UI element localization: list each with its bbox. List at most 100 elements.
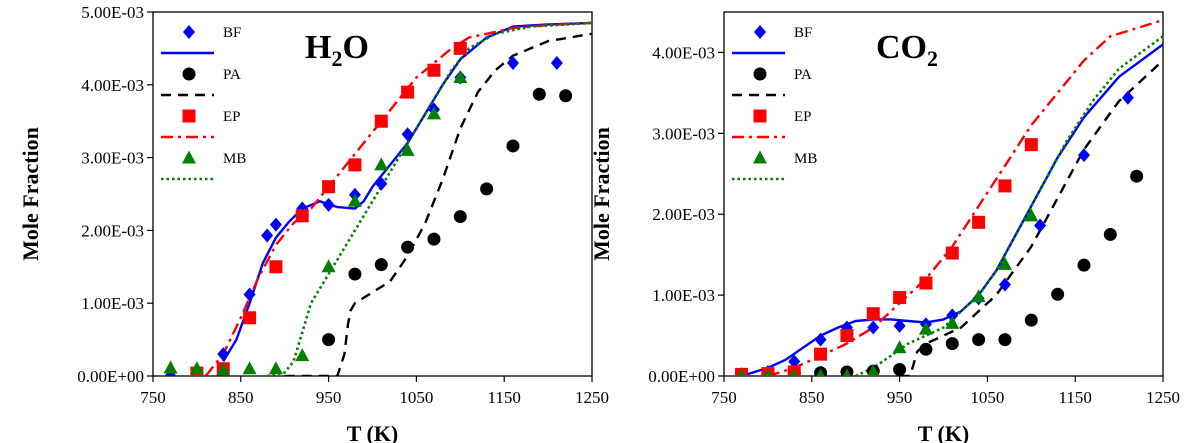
- data-point-pa: [453, 210, 467, 224]
- h2o-x-axis-label: T (K): [347, 421, 399, 443]
- x-tick-label: 1150: [488, 388, 521, 407]
- y-tick-label: 5.00E-03: [81, 3, 144, 22]
- legend-label-bf: BF: [794, 25, 812, 41]
- h2o-series-group: [163, 21, 592, 376]
- y-tick-label: 0.00E+00: [77, 367, 144, 386]
- x-tick-label: 1250: [1146, 388, 1180, 407]
- y-tick-label: 3.00E-03: [81, 149, 144, 168]
- data-point-pa: [972, 333, 986, 347]
- data-point-pa: [998, 333, 1012, 347]
- data-point-pa: [1051, 287, 1065, 301]
- data-point-bf: [1034, 218, 1047, 233]
- data-point-mb: [1024, 208, 1039, 222]
- x-tick-label: 950: [887, 388, 913, 407]
- data-point-ep: [295, 209, 309, 223]
- series-line-ep: [767, 18, 1163, 376]
- data-point-ep: [972, 215, 986, 229]
- data-point-ep: [427, 63, 441, 77]
- series-line-mb: [266, 21, 592, 376]
- series-line-pa: [284, 32, 592, 376]
- legend-label-mb: MB: [223, 151, 246, 167]
- co2-species-label: CO2: [876, 29, 938, 71]
- data-point-bf: [322, 197, 335, 212]
- legend-label-pa: PA: [223, 67, 241, 83]
- data-point-bf: [893, 318, 906, 333]
- data-point-mb: [347, 193, 362, 207]
- data-point-ep: [322, 180, 336, 194]
- data-point-mb: [268, 361, 283, 375]
- data-point-bf: [867, 320, 880, 335]
- h2o-plot-frame: [152, 11, 593, 377]
- data-point-pa: [401, 240, 415, 254]
- data-point-mb: [842, 368, 851, 376]
- data-point-mb: [426, 106, 441, 120]
- data-point-mb: [790, 368, 799, 376]
- data-point-mb: [763, 368, 772, 376]
- x-tick-label: 750: [140, 388, 166, 407]
- legend-label-ep: EP: [794, 109, 812, 125]
- x-tick-label: 1150: [1059, 388, 1092, 407]
- x-tick-label: 950: [316, 388, 342, 407]
- data-point-bf: [401, 127, 414, 142]
- legend-label-bf: BF: [223, 25, 241, 41]
- y-tick-label: 1.00E-03: [81, 294, 144, 313]
- co2-y-axis-label: Mole Fraction: [589, 127, 614, 261]
- data-point-pa: [893, 363, 907, 376]
- data-point-mb: [216, 362, 231, 376]
- data-point-mb: [242, 361, 257, 375]
- y-tick-label: 1.00E-03: [652, 286, 715, 305]
- data-point-mb: [321, 259, 336, 273]
- data-point-bf: [1077, 148, 1090, 163]
- data-point-pa: [1024, 313, 1038, 327]
- legend-marker-bf: [183, 25, 195, 39]
- data-point-bf: [550, 55, 563, 70]
- data-point-mb: [453, 70, 468, 84]
- data-point-bf: [814, 332, 827, 347]
- x-tick-label: 850: [799, 388, 825, 407]
- data-point-bf: [269, 217, 282, 232]
- legend-marker-pa: [182, 67, 196, 81]
- data-point-mb: [816, 368, 825, 376]
- data-point-bf: [261, 228, 274, 243]
- data-point-ep: [269, 260, 283, 274]
- x-tick-label: 1250: [575, 388, 609, 407]
- h2o-species-label: H2O: [305, 29, 369, 71]
- data-point-bf: [375, 176, 388, 191]
- h2o-y-axis-label: Mole Fraction: [18, 127, 43, 261]
- data-point-bf: [1121, 90, 1134, 105]
- data-point-mb: [867, 364, 880, 376]
- data-point-bf: [998, 277, 1011, 292]
- data-point-ep: [919, 276, 933, 290]
- data-point-pa: [480, 182, 494, 196]
- data-point-ep: [998, 179, 1012, 193]
- y-tick-label: 4.00E-03: [652, 43, 715, 62]
- data-point-pa: [348, 267, 362, 281]
- series-line-ep: [204, 21, 592, 376]
- data-point-bf: [217, 347, 230, 362]
- legend-label-ep: EP: [223, 109, 241, 125]
- co2-chart-panel: 750 850 950 1050 1150 1250 0.00E+00 1.00E-03 2.0…: [589, 11, 1180, 443]
- y-tick-label: 2.00E-03: [652, 205, 715, 224]
- data-point-ep: [1024, 138, 1038, 152]
- x-tick-label: 1050: [970, 388, 1004, 407]
- data-point-mb: [374, 157, 389, 171]
- data-point-ep: [453, 41, 467, 55]
- data-point-pa: [427, 232, 441, 246]
- data-point-mb: [737, 368, 746, 376]
- data-point-mb: [189, 361, 204, 375]
- legend-marker-bf: [754, 25, 766, 39]
- data-point-pa: [532, 87, 546, 101]
- data-point-ep: [814, 347, 828, 361]
- y-tick-label: 0.00E+00: [648, 367, 715, 386]
- h2o-legend: BF PA EP MB: [161, 25, 246, 181]
- data-point-mb: [400, 142, 415, 156]
- legend-marker-ep: [182, 109, 196, 123]
- x-tick-label: 750: [711, 388, 737, 407]
- data-point-mb: [997, 256, 1012, 270]
- co2-legend: BF PA EP MB: [732, 25, 817, 181]
- legend-marker-mb: [753, 150, 767, 164]
- data-point-pa: [919, 342, 933, 356]
- data-point-pa: [322, 333, 336, 347]
- series-line-bf: [222, 21, 592, 363]
